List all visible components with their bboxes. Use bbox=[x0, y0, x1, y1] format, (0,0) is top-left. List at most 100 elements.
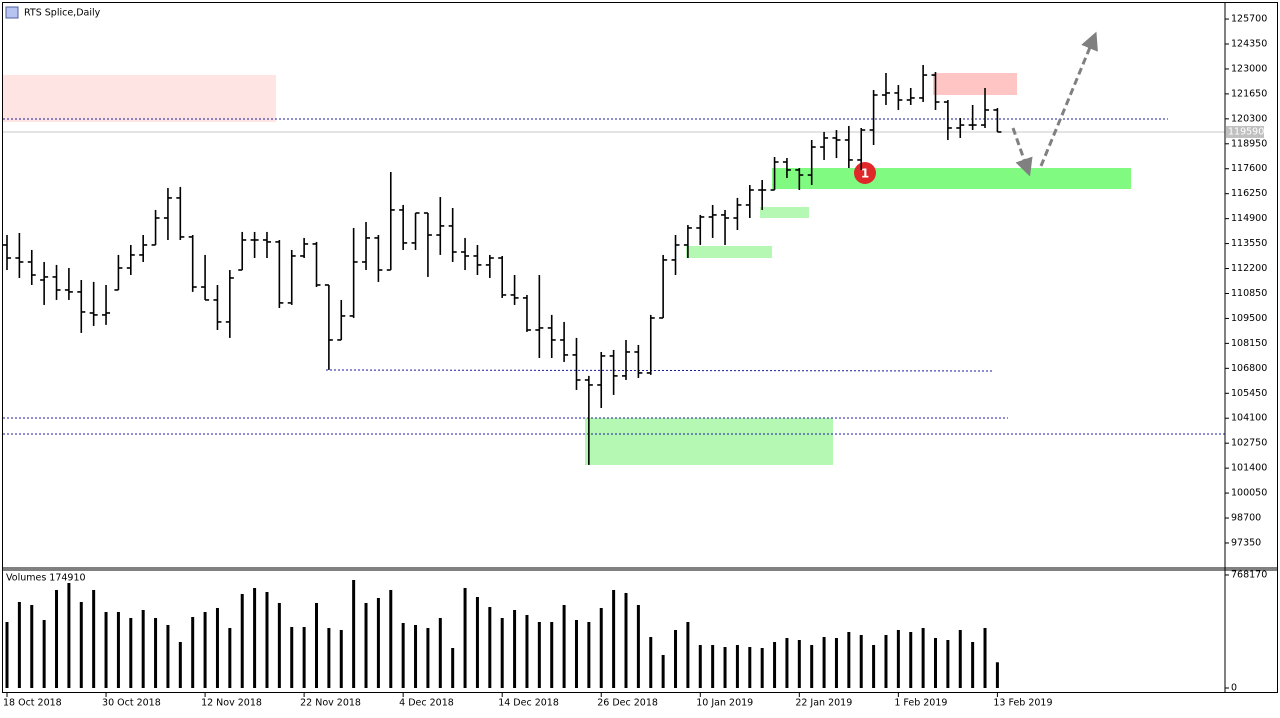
volume-bar bbox=[154, 617, 158, 688]
support-zone bbox=[686, 246, 772, 258]
volume-tick-label: 768170 bbox=[1231, 569, 1267, 580]
arrow bbox=[1011, 127, 1033, 177]
volume-bar bbox=[79, 601, 83, 688]
volume-bar bbox=[376, 597, 380, 688]
volume-bar bbox=[116, 611, 120, 688]
volume-bar bbox=[525, 614, 529, 688]
volume-bar bbox=[649, 636, 653, 688]
y-tick-label: 124350 bbox=[1231, 38, 1267, 49]
volume-bar bbox=[327, 627, 331, 688]
volume-bar bbox=[934, 637, 937, 688]
volume-bar bbox=[215, 607, 219, 688]
y-tick-label: 98700 bbox=[1231, 513, 1261, 524]
y-tick-label: 118950 bbox=[1231, 138, 1267, 149]
volume-bar bbox=[587, 621, 591, 688]
volume-bar bbox=[599, 607, 603, 688]
volume-bar bbox=[574, 619, 578, 688]
volume-bar bbox=[971, 641, 975, 688]
volume-bar bbox=[995, 662, 999, 688]
volume-bar bbox=[191, 616, 195, 688]
volume-bar bbox=[537, 621, 541, 688]
volume-bar bbox=[773, 641, 777, 688]
volume-bar bbox=[302, 626, 306, 688]
volume-bar bbox=[55, 589, 59, 688]
volume-bar bbox=[909, 631, 913, 688]
volume-bar bbox=[475, 596, 479, 688]
y-tick-label: 101400 bbox=[1231, 463, 1267, 474]
chart-title: RTS Splice,Daily bbox=[24, 8, 101, 19]
marker-circle bbox=[854, 162, 876, 184]
volume-bar bbox=[834, 637, 838, 688]
volume-bar bbox=[42, 619, 46, 688]
frame bbox=[2, 2, 1278, 693]
x-tick-label: 12 Nov 2018 bbox=[201, 698, 262, 709]
volume-bar bbox=[228, 627, 232, 688]
volume-bar bbox=[760, 647, 764, 688]
volume-bar bbox=[426, 627, 430, 688]
volume-bar bbox=[550, 621, 554, 688]
y-tick-label: 117600 bbox=[1231, 163, 1267, 174]
x-tick-label: 4 Dec 2018 bbox=[399, 698, 454, 709]
volume-bar bbox=[30, 604, 34, 688]
x-tick-label: 10 Jan 2019 bbox=[696, 698, 753, 709]
resistance-zone bbox=[933, 73, 1017, 95]
x-tick-label: 22 Nov 2018 bbox=[300, 698, 361, 709]
icon bbox=[5, 6, 19, 19]
x-tick-label: 26 Dec 2018 bbox=[597, 698, 658, 709]
volume-bar bbox=[141, 609, 145, 688]
volume-title: Volumes 174910 bbox=[6, 573, 86, 584]
volume-bar bbox=[277, 602, 281, 688]
volume-bar bbox=[500, 617, 504, 688]
y-tick-label: 102750 bbox=[1231, 438, 1267, 449]
volume-bar bbox=[17, 601, 21, 688]
level-line bbox=[325, 369, 994, 372]
last-price-label: 119590 bbox=[1228, 126, 1264, 137]
volume-bar bbox=[315, 602, 318, 688]
volume-bar bbox=[178, 641, 182, 688]
volume-bar bbox=[810, 644, 814, 688]
y-tick-label: 106800 bbox=[1231, 363, 1267, 374]
x-tick-label: 14 Dec 2018 bbox=[498, 698, 559, 709]
volume-bar bbox=[451, 647, 455, 688]
y-tick-label: 100050 bbox=[1231, 488, 1267, 499]
y-tick-label: 121650 bbox=[1231, 88, 1267, 99]
volume-bar bbox=[438, 617, 442, 688]
volume-bar bbox=[686, 621, 690, 688]
y-tick-label: 123000 bbox=[1231, 63, 1267, 74]
volume-bar bbox=[463, 587, 467, 688]
x-tick-label: 30 Oct 2018 bbox=[102, 698, 161, 709]
support-zone bbox=[760, 207, 809, 218]
volume-bar bbox=[723, 646, 727, 688]
volume-bar bbox=[797, 639, 801, 688]
y-tick-label: 113550 bbox=[1231, 238, 1267, 249]
x-tick-label: 1 Feb 2019 bbox=[894, 698, 947, 709]
y-tick-label: 108150 bbox=[1231, 338, 1267, 349]
volume-bar bbox=[884, 634, 888, 688]
volume-bar bbox=[401, 622, 405, 688]
volume-bar bbox=[253, 587, 257, 688]
arrow bbox=[1039, 31, 1098, 167]
volume-bar bbox=[946, 639, 950, 688]
volume-bar bbox=[872, 644, 876, 688]
volume-bar bbox=[785, 637, 789, 688]
marker-label: 1 bbox=[861, 167, 869, 181]
volume-bar bbox=[562, 604, 566, 688]
y-tick-label: 109500 bbox=[1231, 313, 1267, 324]
volume-bar bbox=[661, 654, 665, 688]
volume-bar bbox=[67, 582, 71, 688]
volume-bar bbox=[166, 624, 170, 688]
volume-bar bbox=[921, 627, 925, 688]
x-tick-label: 18 Oct 2018 bbox=[3, 698, 62, 709]
volume-bar bbox=[5, 621, 9, 688]
volume-bar bbox=[104, 611, 108, 688]
volume-bar bbox=[389, 589, 393, 688]
y-tick-label: 110850 bbox=[1231, 288, 1267, 299]
volume-bar bbox=[265, 591, 269, 688]
y-tick-label: 112200 bbox=[1231, 263, 1267, 274]
support-zone bbox=[772, 168, 1131, 189]
volume-bar bbox=[859, 634, 863, 688]
volume-bar bbox=[129, 617, 133, 688]
y-tick-label: 104100 bbox=[1231, 413, 1267, 424]
volume-bar bbox=[240, 593, 244, 688]
volume-bar bbox=[711, 644, 715, 688]
